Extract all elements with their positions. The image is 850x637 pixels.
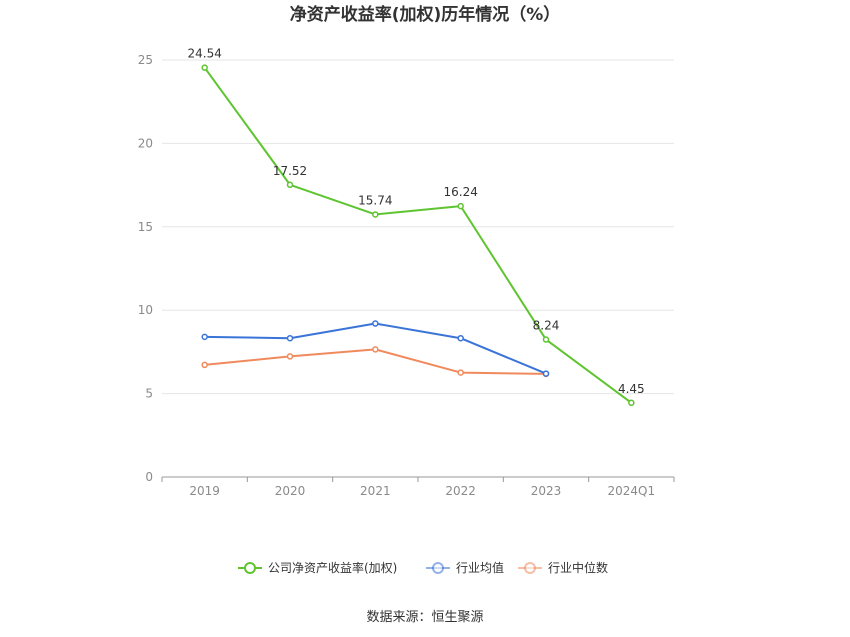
y-tick-label: 5 bbox=[145, 387, 153, 401]
chart-title: 净资产收益率(加权)历年情况（%） bbox=[290, 4, 561, 25]
data-point bbox=[372, 320, 379, 327]
data-label: 8.24 bbox=[533, 319, 560, 333]
x-tick-label: 2023 bbox=[531, 484, 562, 498]
data-point bbox=[286, 353, 294, 360]
y-tick-label: 0 bbox=[145, 470, 153, 484]
series-line bbox=[203, 67, 632, 404]
data-point bbox=[542, 336, 550, 343]
legend-marker bbox=[524, 562, 536, 574]
x-axis: 2019 2020 2021 2022 2023 2024Q1 bbox=[161, 476, 675, 498]
series-3 bbox=[201, 346, 550, 378]
legend-item: 行业中位数 bbox=[518, 560, 608, 575]
data-point bbox=[201, 64, 208, 71]
legend: 公司净资产收益率(加权) 行业均值 行业中位数 bbox=[238, 560, 608, 575]
legend-item: 行业均值 bbox=[426, 560, 504, 575]
data-point bbox=[372, 346, 379, 353]
y-tick-label: 25 bbox=[138, 53, 153, 67]
data-label: 15.74 bbox=[358, 193, 392, 207]
data-point bbox=[372, 211, 379, 218]
data-point bbox=[542, 370, 550, 377]
series-1: 24.54 17.52 15.74 16.24 8.24 4.45 bbox=[187, 47, 645, 407]
plot-area: 24.54 17.52 15.74 16.24 8.24 4.45 bbox=[187, 47, 645, 407]
data-point bbox=[457, 202, 464, 210]
source-note: 数据来源：恒生聚源 bbox=[366, 610, 483, 625]
legend-item: 公司净资产收益率(加权) bbox=[238, 560, 397, 575]
x-tick-label: 2022 bbox=[445, 484, 476, 498]
data-point bbox=[286, 334, 294, 342]
data-point bbox=[201, 361, 208, 369]
data-label: 4.45 bbox=[618, 382, 645, 396]
y-tick-label: 10 bbox=[138, 303, 153, 317]
x-tick-label: 2021 bbox=[360, 484, 391, 498]
y-axis: 0 5 10 15 20 25 bbox=[138, 53, 153, 484]
data-point bbox=[201, 333, 208, 341]
data-point bbox=[457, 334, 464, 342]
grid bbox=[162, 59, 674, 395]
series-2 bbox=[201, 320, 550, 377]
data-point bbox=[628, 399, 635, 407]
legend-label: 行业均值 bbox=[456, 560, 504, 575]
legend-label: 行业中位数 bbox=[548, 560, 608, 575]
x-tick-label: 2020 bbox=[275, 484, 306, 498]
legend-label: 公司净资产收益率(加权) bbox=[268, 560, 397, 575]
data-point bbox=[286, 181, 294, 189]
y-tick-label: 20 bbox=[138, 136, 153, 150]
data-label: 16.24 bbox=[443, 185, 477, 199]
legend-marker bbox=[432, 562, 444, 574]
data-label: 24.54 bbox=[187, 47, 221, 61]
data-label: 17.52 bbox=[273, 164, 307, 178]
x-tick-label: 2024Q1 bbox=[608, 484, 656, 498]
y-tick-label: 15 bbox=[138, 220, 153, 234]
x-tick-label: 2019 bbox=[189, 484, 220, 498]
legend-marker bbox=[244, 562, 256, 574]
data-point bbox=[457, 369, 464, 376]
